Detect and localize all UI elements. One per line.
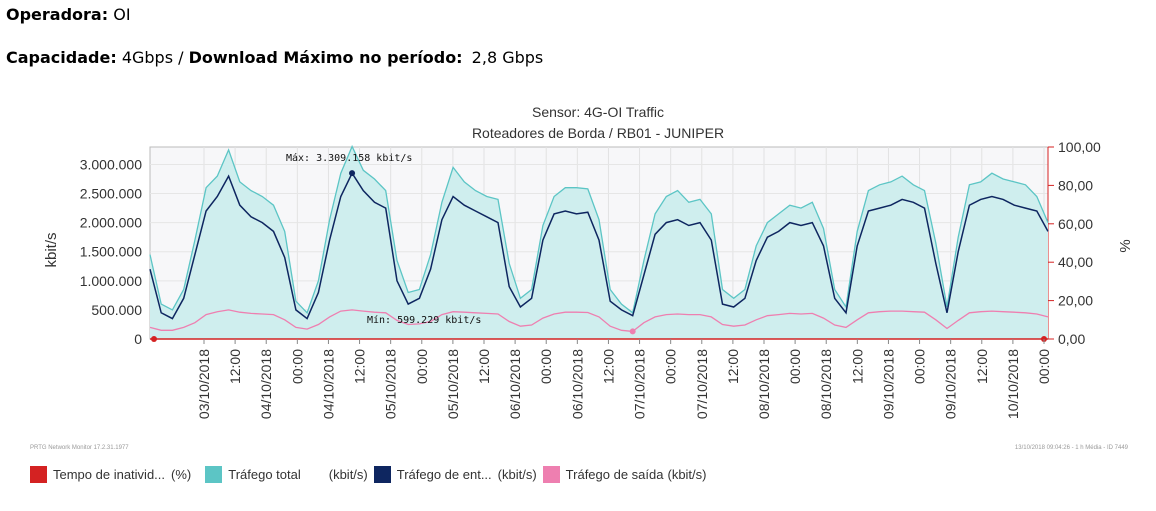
operator-label: Operadora: — [6, 5, 109, 24]
y2-tick-label: 80,00 — [1058, 177, 1093, 193]
x-tick-label: 12:00 — [600, 349, 616, 384]
legend-unit-inbound: (kbit/s) — [497, 466, 537, 482]
y2-tick-label: 0,00 — [1058, 331, 1085, 347]
legend-swatch-downtime — [30, 465, 47, 483]
legend-unit-outbound: (kbit/s) — [667, 466, 707, 482]
x-tick-label: 07/10/2018 — [632, 349, 648, 419]
x-tick-label: 00:00 — [787, 349, 803, 384]
legend-label-total: Tráfego total — [228, 466, 301, 482]
y-axis-label: kbit/s — [43, 232, 60, 267]
download-label: Download Máximo no período: — [188, 48, 463, 67]
x-tick-label: 12:00 — [849, 349, 865, 384]
legend-unit-downtime: (%) — [171, 466, 192, 482]
legend-swatch-total — [205, 465, 223, 483]
footer-right: 13/10/2018 09:04:26 - 1 h Média - ID 744… — [1015, 445, 1129, 451]
y-tick-label: 1.000.000 — [80, 273, 142, 289]
x-tick-label: 00:00 — [912, 349, 928, 384]
legend-item-downtime[interactable]: Tempo de inativid... (%) — [30, 465, 205, 483]
series-inbound-line — [149, 171, 1049, 320]
downtime-start-marker — [151, 336, 157, 342]
legend-item-outbound[interactable]: Tráfego de saída (kbit/s) — [542, 465, 707, 483]
x-tick-label: 08/10/2018 — [818, 349, 834, 419]
capacity-value: 4Gbps / — [121, 48, 184, 67]
capacity-label: Capacidade: — [6, 48, 117, 67]
x-tick-label: 05/10/2018 — [383, 349, 399, 419]
max-marker — [349, 170, 356, 177]
y2-axis-label: % — [1117, 239, 1134, 252]
x-tick-label: 09/10/2018 — [943, 349, 959, 419]
x-tick-label: 04/10/2018 — [258, 349, 274, 419]
chart-title: Sensor: 4G-OI Traffic — [532, 104, 664, 120]
legend-label-inbound: Tráfego de ent... — [396, 466, 492, 482]
plot-area: 0 500.000 1.000.000 1.500.000 2.000.000 2.500… — [80, 139, 1101, 419]
chart-subtitle: Roteadores de Borda / RB01 - JUNIPER — [472, 125, 724, 141]
x-tick-label: 00:00 — [414, 349, 430, 384]
y-tick-label: 3.000.000 — [80, 156, 142, 172]
x-tick-label: 06/10/2018 — [507, 349, 523, 419]
chart-legend: Tempo de inativid... (%) Tráfego total (… — [30, 464, 706, 484]
x-tick-label: 00:00 — [289, 349, 305, 384]
x-tick-label: 12:00 — [352, 349, 368, 384]
x-tick-label: 00:00 — [538, 349, 554, 384]
y-tick-label: 1.500.000 — [80, 244, 142, 260]
x-tick-label: 00:00 — [663, 349, 679, 384]
max-annotation: Máx: 3.309.158 kbit/s — [286, 152, 412, 164]
legend-unit-total: (kbit/s) — [328, 466, 368, 482]
min-annotation: Mín: 599.229 kbit/s — [367, 314, 481, 326]
x-tick-label: 09/10/2018 — [880, 349, 896, 419]
series-total-line — [149, 144, 1049, 315]
x-tick-label: 06/10/2018 — [569, 349, 585, 419]
y-tick-label: 500.000 — [91, 302, 142, 318]
x-tick-label: 12:00 — [227, 349, 243, 384]
y2-tick-label: 100,00 — [1058, 139, 1101, 155]
x-tick-label: 12:00 — [476, 349, 492, 384]
y-tick-label: 2.000.000 — [80, 215, 142, 231]
x-tick-label: 07/10/2018 — [694, 349, 710, 419]
min-marker — [629, 328, 636, 335]
footer-left: PRTG Network Monitor 17.2.31.1977 — [30, 445, 129, 451]
legend-swatch-outbound — [542, 465, 560, 483]
operator-line: Operadora: OI — [6, 5, 131, 24]
x-tick-label: 12:00 — [725, 349, 741, 384]
y2-tick-label: 40,00 — [1058, 254, 1093, 270]
x-tick-label: 08/10/2018 — [756, 349, 772, 419]
series-outbound-line — [149, 309, 1049, 333]
operator-value: OI — [113, 5, 131, 24]
y2-tick-label: 20,00 — [1058, 293, 1093, 309]
x-tick-label: 00:00 — [1036, 349, 1052, 384]
x-tick-label: 12:00 — [974, 349, 990, 384]
x-tick-label: 05/10/2018 — [445, 349, 461, 419]
capacity-line: Capacidade: 4Gbps / Download Máximo no p… — [6, 48, 543, 67]
legend-label-outbound: Tráfego de saída — [565, 466, 664, 482]
x-tick-label: 03/10/2018 — [196, 349, 212, 419]
legend-item-total[interactable]: Tráfego total (kbit/s) — [205, 465, 374, 483]
legend-swatch-inbound — [373, 465, 391, 483]
y-tick-label: 0 — [134, 331, 142, 347]
x-tick-label: 04/10/2018 — [320, 349, 336, 419]
y-tick-label: 2.500.000 — [80, 186, 142, 202]
download-value: 2,8 Gbps — [471, 48, 544, 67]
legend-item-inbound[interactable]: Tráfego de ent... (kbit/s) — [373, 465, 543, 483]
legend-label-downtime: Tempo de inativid... — [53, 466, 166, 482]
y2-tick-label: 60,00 — [1058, 216, 1093, 232]
x-tick-label: 10/10/2018 — [1005, 349, 1021, 419]
